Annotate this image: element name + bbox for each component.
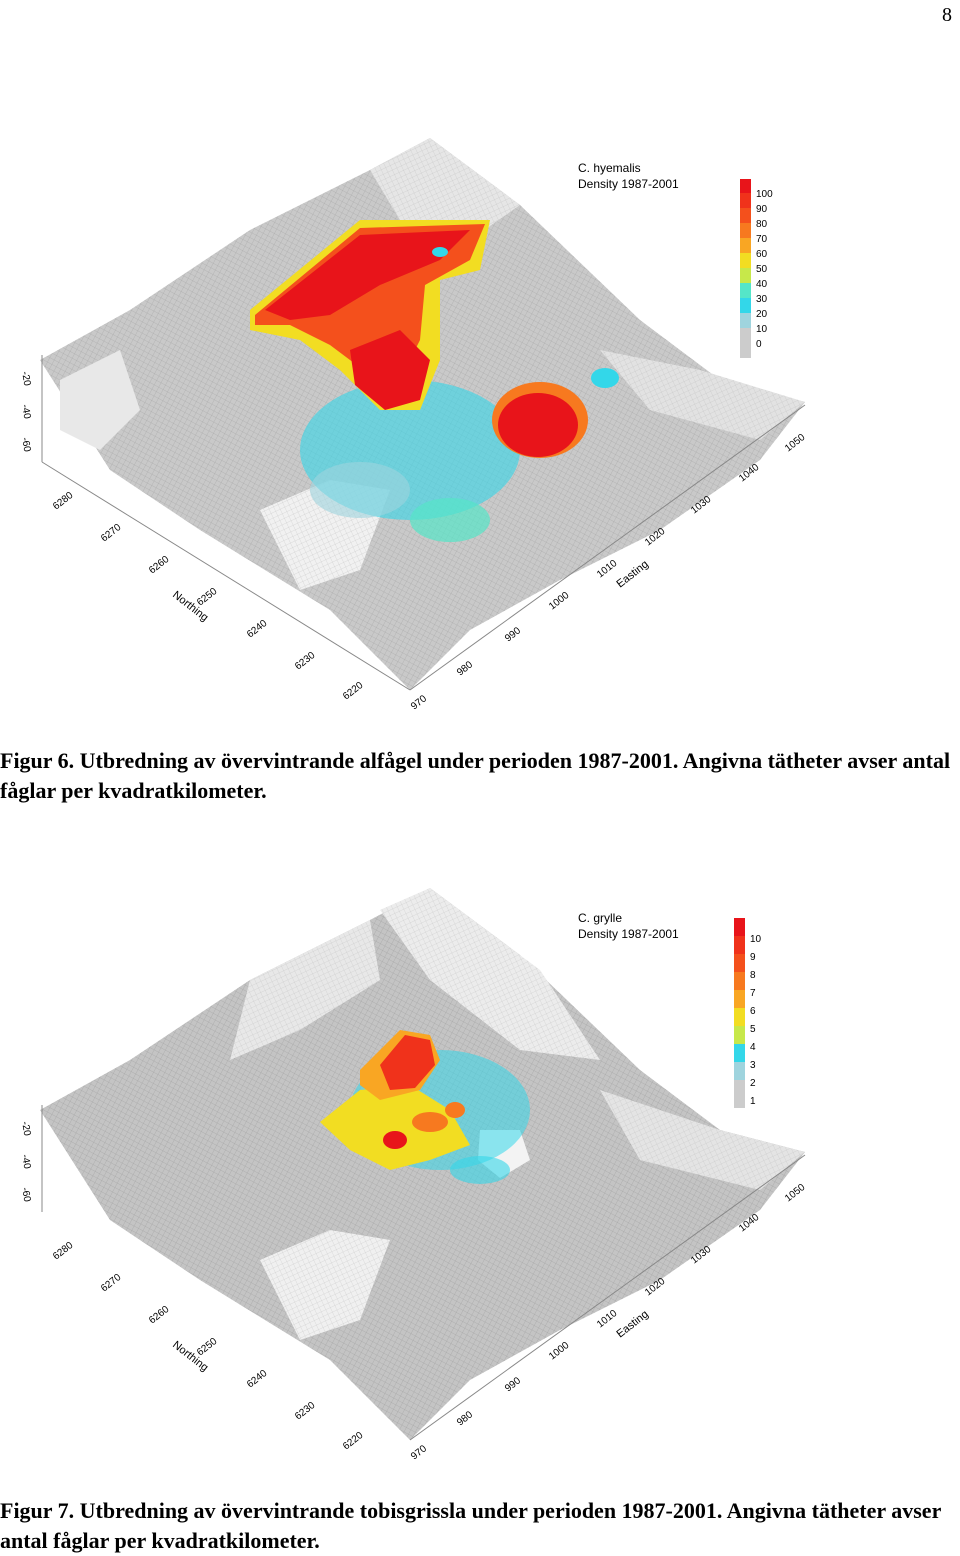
density-subtitle: Density 1987-2001 [578,177,679,191]
depth-tick: -60 [19,1187,32,1204]
species-title: C. hyemalis [578,161,641,175]
legend-label: 3 [750,1060,756,1071]
depth-tick: -60 [19,437,32,454]
legend-label: 90 [756,204,768,215]
depth-tick: -40 [19,404,32,421]
depth-tick: -20 [19,1121,32,1138]
surface-plot-hyemalis: C. hyemalis Density 1987-2001 100 90 80 … [19,138,808,712]
easting-tick: 970 [409,693,429,712]
northing-tick: 6260 [147,1304,172,1327]
easting-tick: 1000 [547,590,572,613]
color-legend: 100 90 80 70 60 50 40 30 20 10 0 [740,179,773,358]
figure-7: C. grylle Density 1987-2001 10 9 8 7 6 5… [0,860,960,1470]
legend-label: 7 [750,988,756,999]
legend-label: 70 [756,234,768,245]
northing-tick: 6260 [147,554,172,577]
depth-axis: -20 -40 -60 [19,1121,32,1204]
species-title: C. grylle [578,911,622,925]
density-overlay [250,220,619,542]
caption-text: Utbredning av övervintrande tobisgrissla… [0,1498,941,1553]
legend-label: 0 [756,339,762,350]
page-number: 8 [942,4,952,26]
legend-label: 40 [756,279,768,290]
easting-label: Easting [614,1308,650,1340]
easting-tick: 980 [455,659,475,678]
northing-tick: 6230 [293,1400,318,1423]
easting-tick: 1010 [595,558,620,581]
legend-label: 10 [756,324,768,335]
northing-tick: 6240 [245,1368,270,1391]
legend-label: 8 [750,970,756,981]
legend-label: 30 [756,294,768,305]
figure-7-caption: Figur 7. Utbredning av övervintrande tob… [0,1496,960,1556]
northing-tick: 6270 [99,522,124,545]
northing-tick: 6280 [51,490,76,513]
easting-tick: 1050 [783,1182,808,1205]
easting-tick: 990 [503,625,523,644]
caption-text: Utbredning av övervintrande alfågel unde… [0,748,951,803]
surface-plot-grylle: C. grylle Density 1987-2001 10 9 8 7 6 5… [19,888,808,1462]
northing-tick: 6230 [293,650,318,673]
figure-6: C. hyemalis Density 1987-2001 100 90 80 … [0,110,960,720]
legend-label: 9 [750,952,756,963]
northing-tick: 6220 [341,680,366,703]
easting-tick: 1000 [547,1340,572,1363]
legend-label: 20 [756,309,768,320]
depth-tick: -20 [19,371,32,388]
legend-label: 10 [750,934,762,945]
legend-label: 5 [750,1024,756,1035]
easting-tick: 970 [409,1443,429,1462]
legend-label: 100 [756,189,773,200]
northing-tick: 6240 [245,618,270,641]
easting-tick: 1010 [595,1308,620,1331]
legend-label: 80 [756,219,768,230]
legend-label: 60 [756,249,768,260]
legend-label: 50 [756,264,768,275]
easting-tick: 1050 [783,432,808,455]
depth-tick: -40 [19,1154,32,1171]
density-overlay [320,1030,530,1184]
caption-label: Figur 6. [0,748,75,773]
northing-tick: 6270 [99,1272,124,1295]
legend-label: 2 [750,1078,756,1089]
legend-label: 4 [750,1042,756,1053]
density-subtitle: Density 1987-2001 [578,927,679,941]
color-legend: 10 9 8 7 6 5 4 3 2 1 [734,918,762,1108]
northing-tick: 6220 [341,1430,366,1453]
easting-tick: 980 [455,1409,475,1428]
figure-6-caption: Figur 6. Utbredning av övervintrande alf… [0,746,960,806]
depth-axis: -20 -40 -60 [19,371,32,454]
legend-label: 6 [750,1006,756,1017]
caption-label: Figur 7. [0,1498,75,1523]
legend-label: 1 [750,1096,756,1107]
easting-tick: 990 [503,1375,523,1394]
northing-tick: 6280 [51,1240,76,1263]
easting-label: Easting [614,558,650,590]
